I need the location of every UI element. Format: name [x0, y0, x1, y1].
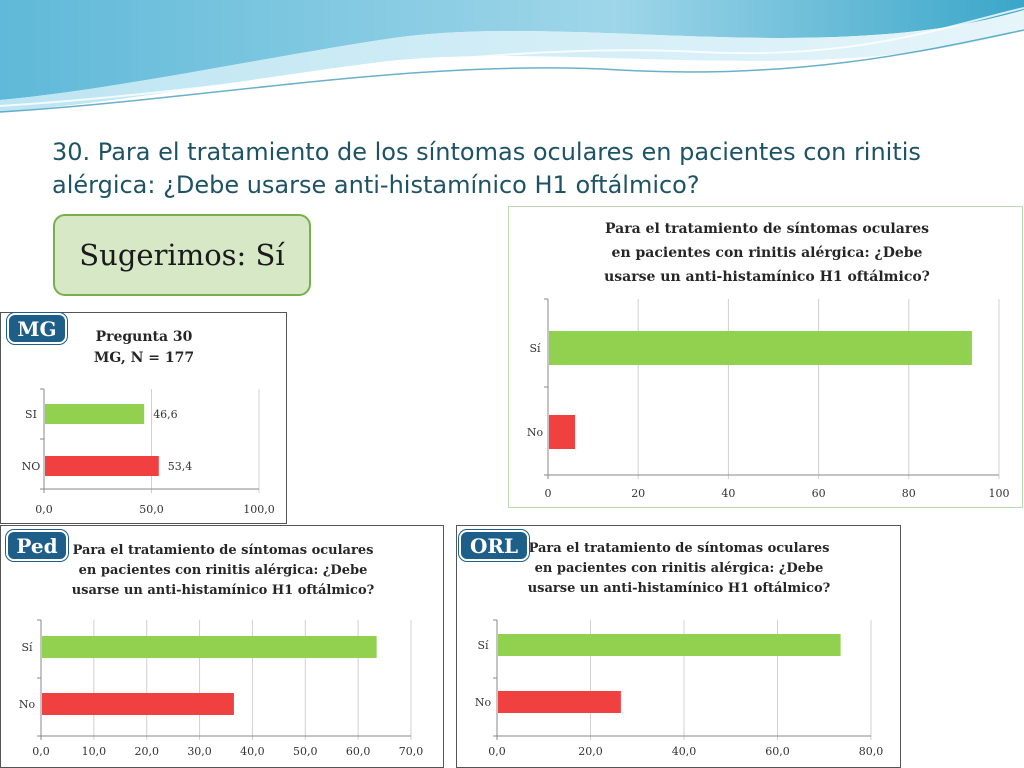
bar-si — [549, 331, 972, 365]
chart-title: Pregunta 30 MG, N = 177 — [94, 329, 194, 366]
x-tick-label: 0 — [545, 487, 552, 500]
data-label: 46,6 — [153, 408, 178, 421]
x-tick-label: 0,0 — [35, 503, 53, 516]
chart-title-line: en pacientes con rinitis alérgica: ¿Debe — [79, 563, 368, 578]
tag-orl: ORL — [459, 530, 529, 561]
chart-title-line: en pacientes con rinitis alérgica: ¿Debe — [612, 245, 923, 261]
tag-mg: MG — [7, 313, 67, 344]
category-label: Sí — [21, 641, 33, 654]
chart-title: Para el tratamiento de síntomas oculares… — [604, 221, 930, 285]
x-tick-label: 80,0 — [859, 745, 884, 758]
slide-title: 30. Para el tratamiento de los síntomas … — [52, 138, 921, 199]
category-label: Sí — [529, 342, 541, 355]
bar-no — [549, 415, 576, 449]
chart-title: Para el tratamiento de síntomas oculares… — [72, 543, 375, 598]
bar-no — [42, 693, 234, 715]
chart-mg: Pregunta 30 MG, N = 177 0,0 50,0 100,0 SI 46,6… — [22, 329, 275, 516]
chart-title-line: usarse un anti-histamínico H1 oftálmico? — [72, 583, 375, 598]
category-label: No — [19, 698, 36, 711]
bar-no — [45, 456, 159, 476]
category-label: Sí — [477, 639, 489, 652]
tag-ped: Ped — [6, 530, 68, 561]
x-tick-label: 40 — [721, 487, 735, 500]
chart-title-line: en pacientes con rinitis alérgica: ¿Debe — [535, 561, 824, 576]
chart-orl: Para el tratamiento de síntomas oculares… — [475, 541, 884, 758]
x-tick-label: 20,0 — [578, 745, 603, 758]
x-tick-label: 50,0 — [139, 503, 164, 516]
category-label: NO — [22, 460, 41, 473]
header-wave-decoration — [0, 0, 1024, 120]
bar-si — [498, 634, 841, 656]
chart-ped: Para el tratamiento de síntomas oculares… — [19, 543, 424, 758]
bar-si — [45, 404, 145, 424]
x-tick-label: 60,0 — [765, 745, 790, 758]
x-tick-label: 30,0 — [187, 745, 212, 758]
x-tick-label: 10,0 — [82, 745, 107, 758]
chart-title-line: Para el tratamiento de síntomas oculares — [605, 221, 929, 237]
data-label: 53,4 — [168, 460, 193, 473]
x-tick-label: 70,0 — [399, 745, 424, 758]
x-tick-label: 60 — [812, 487, 826, 500]
chart-title-line: Para el tratamiento de síntomas oculares — [529, 541, 830, 556]
chart-title-line: Pregunta 30 — [96, 329, 193, 345]
chart-main: Para el tratamiento de síntomas oculares… — [527, 221, 1010, 500]
x-tick-label: 40,0 — [240, 745, 265, 758]
suggestion-text: Sugerimos: Sí — [79, 238, 285, 272]
category-label: No — [527, 426, 544, 439]
chart-panel-mg: Pregunta 30 MG, N = 177 0,0 50,0 100,0 SI 46,6… — [0, 312, 287, 524]
x-tick-label: 100 — [989, 487, 1010, 500]
chart-title-line: Para el tratamiento de síntomas oculares — [73, 543, 374, 558]
suggestion-box: Sugerimos: Sí — [53, 214, 311, 296]
chart-title: Para el tratamiento de síntomas oculares… — [528, 541, 831, 596]
x-tick-label: 0,0 — [32, 745, 50, 758]
x-tick-label: 40,0 — [672, 745, 697, 758]
chart-panel-orl: Para el tratamiento de síntomas oculares… — [456, 525, 901, 768]
x-tick-label: 50,0 — [293, 745, 318, 758]
chart-panel-ped: Para el tratamiento de síntomas oculares… — [0, 525, 444, 768]
chart-panel-main: Para el tratamiento de síntomas oculares… — [508, 206, 1023, 508]
x-tick-label: 100,0 — [243, 503, 275, 516]
chart-title-line: usarse un anti-histamínico H1 oftálmico? — [528, 581, 831, 596]
chart-title-line: usarse un anti-histamínico H1 oftálmico? — [604, 269, 930, 285]
x-tick-label: 80 — [902, 487, 916, 500]
x-tick-label: 0,0 — [488, 745, 506, 758]
category-label: SI — [25, 408, 37, 421]
bar-no — [498, 691, 621, 713]
chart-title-line: MG, N = 177 — [94, 350, 194, 366]
category-label: No — [475, 696, 492, 709]
x-tick-label: 20 — [631, 487, 645, 500]
x-tick-label: 20,0 — [134, 745, 159, 758]
bar-si — [42, 636, 377, 658]
x-tick-label: 60,0 — [346, 745, 371, 758]
